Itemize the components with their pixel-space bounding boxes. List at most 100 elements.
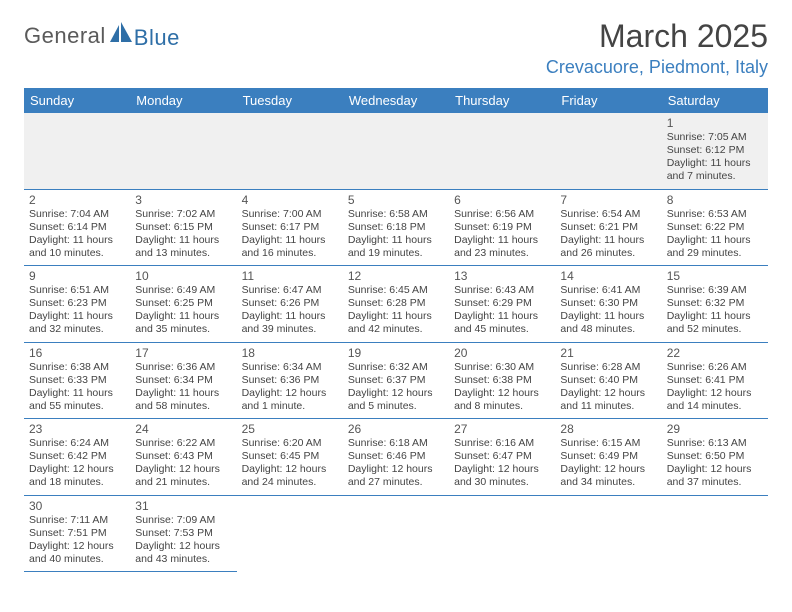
day-number: 15 <box>667 269 763 283</box>
calendar-day-cell: 14Sunrise: 6:41 AMSunset: 6:30 PMDayligh… <box>555 266 661 343</box>
day-number: 29 <box>667 422 763 436</box>
calendar-day-cell: 9Sunrise: 6:51 AMSunset: 6:23 PMDaylight… <box>24 266 130 343</box>
day-number: 18 <box>242 346 338 360</box>
day-info: Sunrise: 6:30 AMSunset: 6:38 PMDaylight:… <box>454 361 550 414</box>
calendar-day-cell: 16Sunrise: 6:38 AMSunset: 6:33 PMDayligh… <box>24 342 130 419</box>
day-number: 25 <box>242 422 338 436</box>
calendar-day-cell: 29Sunrise: 6:13 AMSunset: 6:50 PMDayligh… <box>662 419 768 496</box>
day-info: Sunrise: 6:20 AMSunset: 6:45 PMDaylight:… <box>242 437 338 490</box>
calendar-day-cell: 4Sunrise: 7:00 AMSunset: 6:17 PMDaylight… <box>237 189 343 266</box>
day-info: Sunrise: 6:58 AMSunset: 6:18 PMDaylight:… <box>348 208 444 261</box>
day-number: 5 <box>348 193 444 207</box>
calendar-day-cell: 11Sunrise: 6:47 AMSunset: 6:26 PMDayligh… <box>237 266 343 343</box>
day-info: Sunrise: 6:26 AMSunset: 6:41 PMDaylight:… <box>667 361 763 414</box>
day-info: Sunrise: 6:22 AMSunset: 6:43 PMDaylight:… <box>135 437 231 490</box>
logo: General Blue <box>24 18 180 49</box>
day-number: 2 <box>29 193 125 207</box>
calendar-day-cell <box>449 113 555 189</box>
calendar-day-cell: 8Sunrise: 6:53 AMSunset: 6:22 PMDaylight… <box>662 189 768 266</box>
day-number: 31 <box>135 499 231 513</box>
day-number: 6 <box>454 193 550 207</box>
day-number: 19 <box>348 346 444 360</box>
calendar-day-cell: 2Sunrise: 7:04 AMSunset: 6:14 PMDaylight… <box>24 189 130 266</box>
calendar-day-cell: 30Sunrise: 7:11 AMSunset: 7:51 PMDayligh… <box>24 495 130 572</box>
day-info: Sunrise: 6:32 AMSunset: 6:37 PMDaylight:… <box>348 361 444 414</box>
day-number: 9 <box>29 269 125 283</box>
title-block: March 2025 Crevacuore, Piedmont, Italy <box>546 18 768 78</box>
day-number: 21 <box>560 346 656 360</box>
day-number: 14 <box>560 269 656 283</box>
calendar-day-cell <box>237 113 343 189</box>
day-info: Sunrise: 7:02 AMSunset: 6:15 PMDaylight:… <box>135 208 231 261</box>
day-number: 22 <box>667 346 763 360</box>
day-header: Friday <box>555 88 661 113</box>
calendar-day-cell: 17Sunrise: 6:36 AMSunset: 6:34 PMDayligh… <box>130 342 236 419</box>
calendar-table: Sunday Monday Tuesday Wednesday Thursday… <box>24 88 768 572</box>
header: General Blue March 2025 Crevacuore, Pied… <box>24 18 768 78</box>
day-number: 8 <box>667 193 763 207</box>
calendar-day-cell <box>662 495 768 572</box>
day-number: 23 <box>29 422 125 436</box>
calendar-day-cell: 13Sunrise: 6:43 AMSunset: 6:29 PMDayligh… <box>449 266 555 343</box>
calendar-day-cell: 25Sunrise: 6:20 AMSunset: 6:45 PMDayligh… <box>237 419 343 496</box>
calendar-day-cell: 10Sunrise: 6:49 AMSunset: 6:25 PMDayligh… <box>130 266 236 343</box>
day-info: Sunrise: 6:54 AMSunset: 6:21 PMDaylight:… <box>560 208 656 261</box>
calendar-day-cell: 20Sunrise: 6:30 AMSunset: 6:38 PMDayligh… <box>449 342 555 419</box>
day-number: 12 <box>348 269 444 283</box>
day-info: Sunrise: 6:49 AMSunset: 6:25 PMDaylight:… <box>135 284 231 337</box>
day-info: Sunrise: 6:53 AMSunset: 6:22 PMDaylight:… <box>667 208 763 261</box>
logo-word-blue: Blue <box>134 25 180 51</box>
day-info: Sunrise: 6:47 AMSunset: 6:26 PMDaylight:… <box>242 284 338 337</box>
calendar-day-cell: 3Sunrise: 7:02 AMSunset: 6:15 PMDaylight… <box>130 189 236 266</box>
day-info: Sunrise: 7:05 AMSunset: 6:12 PMDaylight:… <box>667 131 763 184</box>
day-info: Sunrise: 6:45 AMSunset: 6:28 PMDaylight:… <box>348 284 444 337</box>
day-info: Sunrise: 7:11 AMSunset: 7:51 PMDaylight:… <box>29 514 125 567</box>
day-header: Tuesday <box>237 88 343 113</box>
calendar-day-cell: 26Sunrise: 6:18 AMSunset: 6:46 PMDayligh… <box>343 419 449 496</box>
day-number: 26 <box>348 422 444 436</box>
day-info: Sunrise: 7:00 AMSunset: 6:17 PMDaylight:… <box>242 208 338 261</box>
page-title: March 2025 <box>546 18 768 55</box>
calendar-day-cell: 27Sunrise: 6:16 AMSunset: 6:47 PMDayligh… <box>449 419 555 496</box>
calendar-day-cell: 31Sunrise: 7:09 AMSunset: 7:53 PMDayligh… <box>130 495 236 572</box>
calendar-day-cell <box>343 495 449 572</box>
day-number: 3 <box>135 193 231 207</box>
day-info: Sunrise: 6:13 AMSunset: 6:50 PMDaylight:… <box>667 437 763 490</box>
day-number: 30 <box>29 499 125 513</box>
calendar-day-cell: 21Sunrise: 6:28 AMSunset: 6:40 PMDayligh… <box>555 342 661 419</box>
day-header: Wednesday <box>343 88 449 113</box>
calendar-day-cell: 5Sunrise: 6:58 AMSunset: 6:18 PMDaylight… <box>343 189 449 266</box>
day-number: 17 <box>135 346 231 360</box>
day-number: 4 <box>242 193 338 207</box>
day-number: 27 <box>454 422 550 436</box>
day-number: 28 <box>560 422 656 436</box>
calendar-week-row: 23Sunrise: 6:24 AMSunset: 6:42 PMDayligh… <box>24 419 768 496</box>
day-number: 16 <box>29 346 125 360</box>
day-info: Sunrise: 7:09 AMSunset: 7:53 PMDaylight:… <box>135 514 231 567</box>
calendar-day-cell: 7Sunrise: 6:54 AMSunset: 6:21 PMDaylight… <box>555 189 661 266</box>
day-info: Sunrise: 6:36 AMSunset: 6:34 PMDaylight:… <box>135 361 231 414</box>
calendar-day-cell: 23Sunrise: 6:24 AMSunset: 6:42 PMDayligh… <box>24 419 130 496</box>
day-header: Thursday <box>449 88 555 113</box>
day-number: 24 <box>135 422 231 436</box>
day-header: Sunday <box>24 88 130 113</box>
calendar-week-row: 1Sunrise: 7:05 AMSunset: 6:12 PMDaylight… <box>24 113 768 189</box>
day-info: Sunrise: 6:51 AMSunset: 6:23 PMDaylight:… <box>29 284 125 337</box>
calendar-day-cell <box>555 113 661 189</box>
day-info: Sunrise: 6:15 AMSunset: 6:49 PMDaylight:… <box>560 437 656 490</box>
logo-word-general: General <box>24 23 106 49</box>
day-info: Sunrise: 6:16 AMSunset: 6:47 PMDaylight:… <box>454 437 550 490</box>
logo-sail-icon <box>108 22 134 49</box>
location-subtitle: Crevacuore, Piedmont, Italy <box>546 57 768 78</box>
calendar-day-cell: 19Sunrise: 6:32 AMSunset: 6:37 PMDayligh… <box>343 342 449 419</box>
calendar-week-row: 30Sunrise: 7:11 AMSunset: 7:51 PMDayligh… <box>24 495 768 572</box>
calendar-day-cell: 1Sunrise: 7:05 AMSunset: 6:12 PMDaylight… <box>662 113 768 189</box>
day-info: Sunrise: 6:39 AMSunset: 6:32 PMDaylight:… <box>667 284 763 337</box>
calendar-day-cell: 15Sunrise: 6:39 AMSunset: 6:32 PMDayligh… <box>662 266 768 343</box>
calendar-day-cell <box>555 495 661 572</box>
day-info: Sunrise: 6:34 AMSunset: 6:36 PMDaylight:… <box>242 361 338 414</box>
calendar-week-row: 16Sunrise: 6:38 AMSunset: 6:33 PMDayligh… <box>24 342 768 419</box>
calendar-day-cell: 18Sunrise: 6:34 AMSunset: 6:36 PMDayligh… <box>237 342 343 419</box>
day-header: Saturday <box>662 88 768 113</box>
calendar-week-row: 2Sunrise: 7:04 AMSunset: 6:14 PMDaylight… <box>24 189 768 266</box>
